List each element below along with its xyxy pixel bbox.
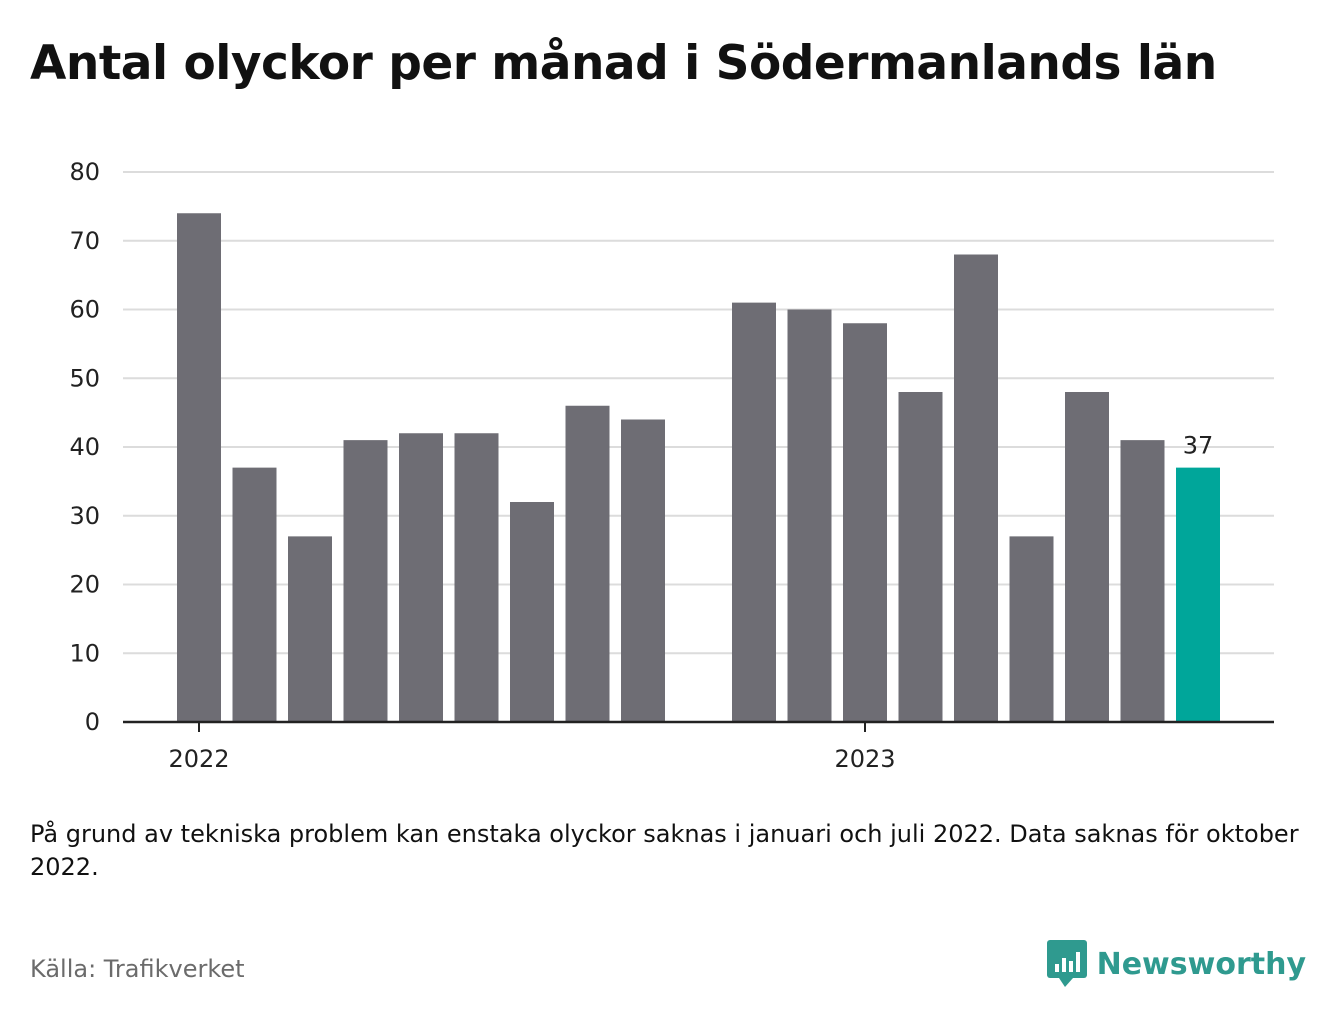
- bars: [177, 213, 1220, 722]
- bar-chart: 0 10 20 30 40 50 60 70 80 37 2022 2023: [69, 158, 1274, 773]
- bar-2022-08: [565, 405, 610, 722]
- bar-2022-04: [343, 440, 388, 722]
- bar-2022-12: [787, 309, 832, 722]
- y-tick-label: 10: [69, 639, 100, 667]
- y-axis-ticks: 0 10 20 30 40 50 60 70 80: [69, 158, 100, 736]
- newsworthy-logo-icon: [1046, 940, 1087, 987]
- y-tick-label: 0: [85, 708, 100, 736]
- y-tick-label: 70: [69, 227, 100, 255]
- bar-2023-07: [1176, 467, 1220, 722]
- bar-2023-05: [1065, 392, 1109, 722]
- x-tick-label: 2023: [834, 745, 895, 773]
- bar-2023-01: [843, 323, 887, 722]
- footnote: På grund av tekniska problem kan enstaka…: [30, 820, 1299, 881]
- bar-2022-05: [399, 433, 443, 722]
- y-tick-label: 50: [69, 364, 100, 392]
- bar-2022-06: [454, 433, 499, 722]
- bar-2022-03: [288, 536, 332, 722]
- bar-2022-11: [732, 302, 776, 722]
- source-credit: Källa: Trafikverket: [30, 955, 245, 983]
- bar-2023-06: [1120, 440, 1165, 722]
- y-tick-label: 20: [69, 571, 100, 599]
- data-labels: 37: [1183, 432, 1214, 460]
- y-tick-label: 30: [69, 502, 100, 530]
- brand-name: Newsworthy: [1096, 946, 1306, 982]
- chart-title: Antal olyckor per månad i Södermanlands …: [30, 36, 1217, 91]
- bar-2022-01: [177, 213, 221, 722]
- bar-2023-03: [954, 254, 998, 722]
- bar-2022-02: [232, 467, 277, 722]
- bar-2022-09: [621, 419, 665, 722]
- bar-2022-07: [510, 502, 554, 722]
- x-tick-label: 2022: [168, 745, 229, 773]
- newsworthy-logo: Newsworthy: [1046, 940, 1306, 988]
- bar-2023-04: [1009, 536, 1054, 722]
- data-label: 37: [1183, 432, 1214, 460]
- y-tick-label: 80: [69, 158, 100, 186]
- y-tick-label: 60: [69, 296, 100, 324]
- y-tick-label: 40: [69, 433, 100, 461]
- x-axis: 2022 2023: [123, 720, 1274, 773]
- bar-2023-02: [898, 392, 943, 722]
